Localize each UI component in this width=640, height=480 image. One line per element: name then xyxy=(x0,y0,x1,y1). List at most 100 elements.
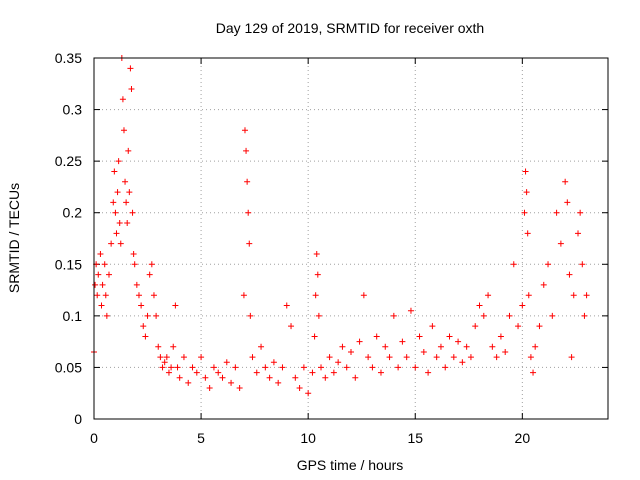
data-point xyxy=(335,359,342,366)
data-point xyxy=(459,359,466,366)
data-point xyxy=(110,199,117,206)
data-point xyxy=(369,364,376,371)
data-point xyxy=(506,312,513,319)
data-point xyxy=(228,379,235,386)
data-point xyxy=(525,292,532,299)
data-point xyxy=(510,261,517,268)
data-point xyxy=(300,364,307,371)
data-point xyxy=(343,364,350,371)
data-point xyxy=(113,230,120,237)
data-point xyxy=(562,178,569,185)
data-point xyxy=(97,250,104,257)
data-point xyxy=(128,85,135,92)
data-point xyxy=(99,281,106,288)
data-point xyxy=(262,364,269,371)
data-point xyxy=(206,385,213,392)
data-point xyxy=(360,292,367,299)
data-point xyxy=(103,312,110,319)
data-point xyxy=(163,354,170,361)
data-point xyxy=(382,343,389,350)
data-point xyxy=(127,65,134,72)
data-point xyxy=(515,323,522,330)
data-point xyxy=(395,364,402,371)
data-point xyxy=(92,281,99,288)
data-point xyxy=(94,292,101,299)
data-point xyxy=(153,312,160,319)
x-axis-label: GPS time / hours xyxy=(297,457,404,473)
x-tick-label: 5 xyxy=(197,430,205,446)
data-point xyxy=(150,292,157,299)
data-point xyxy=(437,343,444,350)
plot-frame xyxy=(93,57,609,420)
data-point xyxy=(130,250,137,257)
data-point xyxy=(249,354,256,361)
y-tick-label: 0.15 xyxy=(55,256,82,272)
data-point xyxy=(198,354,205,361)
data-point xyxy=(497,333,504,340)
data-point xyxy=(122,178,129,185)
data-point xyxy=(530,369,537,376)
x-tick-label: 10 xyxy=(300,430,316,446)
data-point xyxy=(174,364,181,371)
data-point xyxy=(115,158,122,165)
data-point xyxy=(326,354,333,361)
data-point xyxy=(142,333,149,340)
data-point xyxy=(155,343,162,350)
data-point xyxy=(365,354,372,361)
data-point xyxy=(577,209,584,216)
data-point xyxy=(425,369,432,376)
data-point xyxy=(288,323,295,330)
data-point xyxy=(126,189,133,196)
data-point xyxy=(119,96,126,103)
data-point xyxy=(485,292,492,299)
data-point xyxy=(114,189,121,196)
data-point xyxy=(557,240,564,247)
data-point xyxy=(566,271,573,278)
data-point xyxy=(148,261,155,268)
data-point xyxy=(553,209,560,216)
data-point xyxy=(258,343,265,350)
data-point xyxy=(210,364,217,371)
data-point xyxy=(429,323,436,330)
data-point xyxy=(315,312,322,319)
data-point xyxy=(193,369,200,376)
data-point xyxy=(305,390,312,397)
data-points xyxy=(91,55,590,397)
data-point xyxy=(476,302,483,309)
data-point xyxy=(489,343,496,350)
data-point xyxy=(412,364,419,371)
data-point xyxy=(407,307,414,314)
data-point xyxy=(112,209,119,216)
data-point xyxy=(215,369,222,376)
data-point xyxy=(450,354,457,361)
y-axis-ticks: 0 0.05 0.1 0.15 0.2 0.25 0.3 0.35 xyxy=(55,50,608,427)
data-point xyxy=(159,364,166,371)
data-point xyxy=(117,240,124,247)
data-point xyxy=(129,209,136,216)
data-point xyxy=(247,312,254,319)
data-point xyxy=(283,302,290,309)
data-point xyxy=(390,312,397,319)
data-point xyxy=(172,302,179,309)
data-point xyxy=(522,168,529,175)
data-point xyxy=(105,271,112,278)
data-point xyxy=(524,230,531,237)
data-point xyxy=(102,292,109,299)
data-point xyxy=(98,302,105,309)
data-point xyxy=(270,359,277,366)
data-point xyxy=(455,338,462,345)
data-point xyxy=(120,127,127,134)
data-point xyxy=(386,354,393,361)
y-tick-label: 0.1 xyxy=(63,308,83,324)
data-point xyxy=(312,292,319,299)
data-point xyxy=(433,354,440,361)
data-point xyxy=(532,343,539,350)
data-point xyxy=(472,323,479,330)
data-point xyxy=(399,338,406,345)
data-point xyxy=(446,333,453,340)
data-point xyxy=(140,323,147,330)
y-tick-label: 0 xyxy=(74,411,82,427)
data-point xyxy=(549,312,556,319)
data-point xyxy=(292,374,299,381)
data-point xyxy=(339,343,346,350)
